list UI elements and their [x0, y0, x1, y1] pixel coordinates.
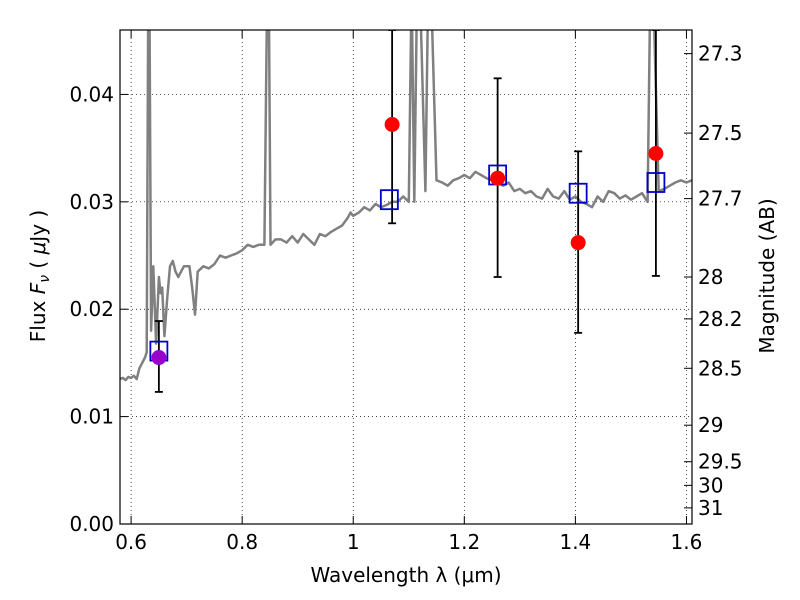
y-tick-label: 0.03 — [69, 190, 114, 214]
right-tick-label: 28 — [698, 265, 723, 289]
right-tick-label: 27.7 — [698, 187, 743, 211]
y-tick-label: 0.00 — [69, 512, 114, 536]
right-tick-label: 27.3 — [698, 42, 743, 66]
plot-frame — [119, 29, 693, 525]
y-axis-label-unit: Jy ) — [26, 210, 50, 244]
y-axis-label-flux: Flux — [26, 294, 50, 342]
right-tick-label: 28.2 — [698, 307, 743, 331]
model-square-marker — [646, 172, 666, 193]
marker-layer — [149, 117, 666, 366]
grid-lines — [120, 30, 692, 525]
right-tick-label: 29.5 — [698, 450, 743, 474]
x-axis-label: Wavelength λ (μm) — [310, 563, 501, 587]
y-axis-label-mu: μ — [26, 242, 50, 256]
observed-point-marker — [490, 170, 506, 186]
right-axis-label: Magnitude (AB) — [755, 198, 779, 353]
spectrum-layer — [120, 30, 692, 382]
errorbar-layer — [154, 30, 660, 393]
x-tick-label: 1.4 — [559, 530, 591, 554]
right-tick-label: 28.5 — [698, 356, 743, 380]
y-axis-label-paren: ( — [26, 254, 50, 275]
x-tick-label: 0.6 — [115, 530, 147, 554]
y-axis-label-nu: ν — [37, 275, 53, 283]
right-tick-label: 27.5 — [698, 121, 743, 145]
observed-point-marker — [570, 235, 586, 251]
right-tick-label: 30 — [698, 473, 723, 497]
x-tick-label: 0.8 — [226, 530, 258, 554]
observed-point-marker — [151, 350, 167, 366]
right-tick-label: 29 — [698, 413, 723, 437]
x-tick-label: 1.2 — [448, 530, 480, 554]
tick-marks — [120, 30, 692, 525]
y-tick-label: 0.01 — [69, 405, 114, 429]
tick-labels: 0.6 0.8 1 1.2 1.4 1.6 0.00 0.01 0.02 0.03 0.04 27.3… — [69, 42, 742, 554]
model-square-marker — [379, 189, 399, 211]
observed-point-marker — [384, 117, 400, 133]
x-tick-label: 1 — [347, 530, 360, 554]
y-axis-label-f: F — [26, 282, 50, 294]
model-square-marker — [568, 182, 588, 204]
y-axis-label: Flux Fν ( μJy ) — [26, 210, 53, 342]
observed-point-marker — [648, 146, 664, 161]
spectrum-line — [120, 30, 692, 382]
y-tick-label: 0.02 — [69, 297, 114, 321]
y-tick-label: 0.04 — [69, 82, 114, 106]
right-tick-label: 31 — [698, 496, 723, 520]
x-tick-label: 1.6 — [671, 530, 703, 554]
